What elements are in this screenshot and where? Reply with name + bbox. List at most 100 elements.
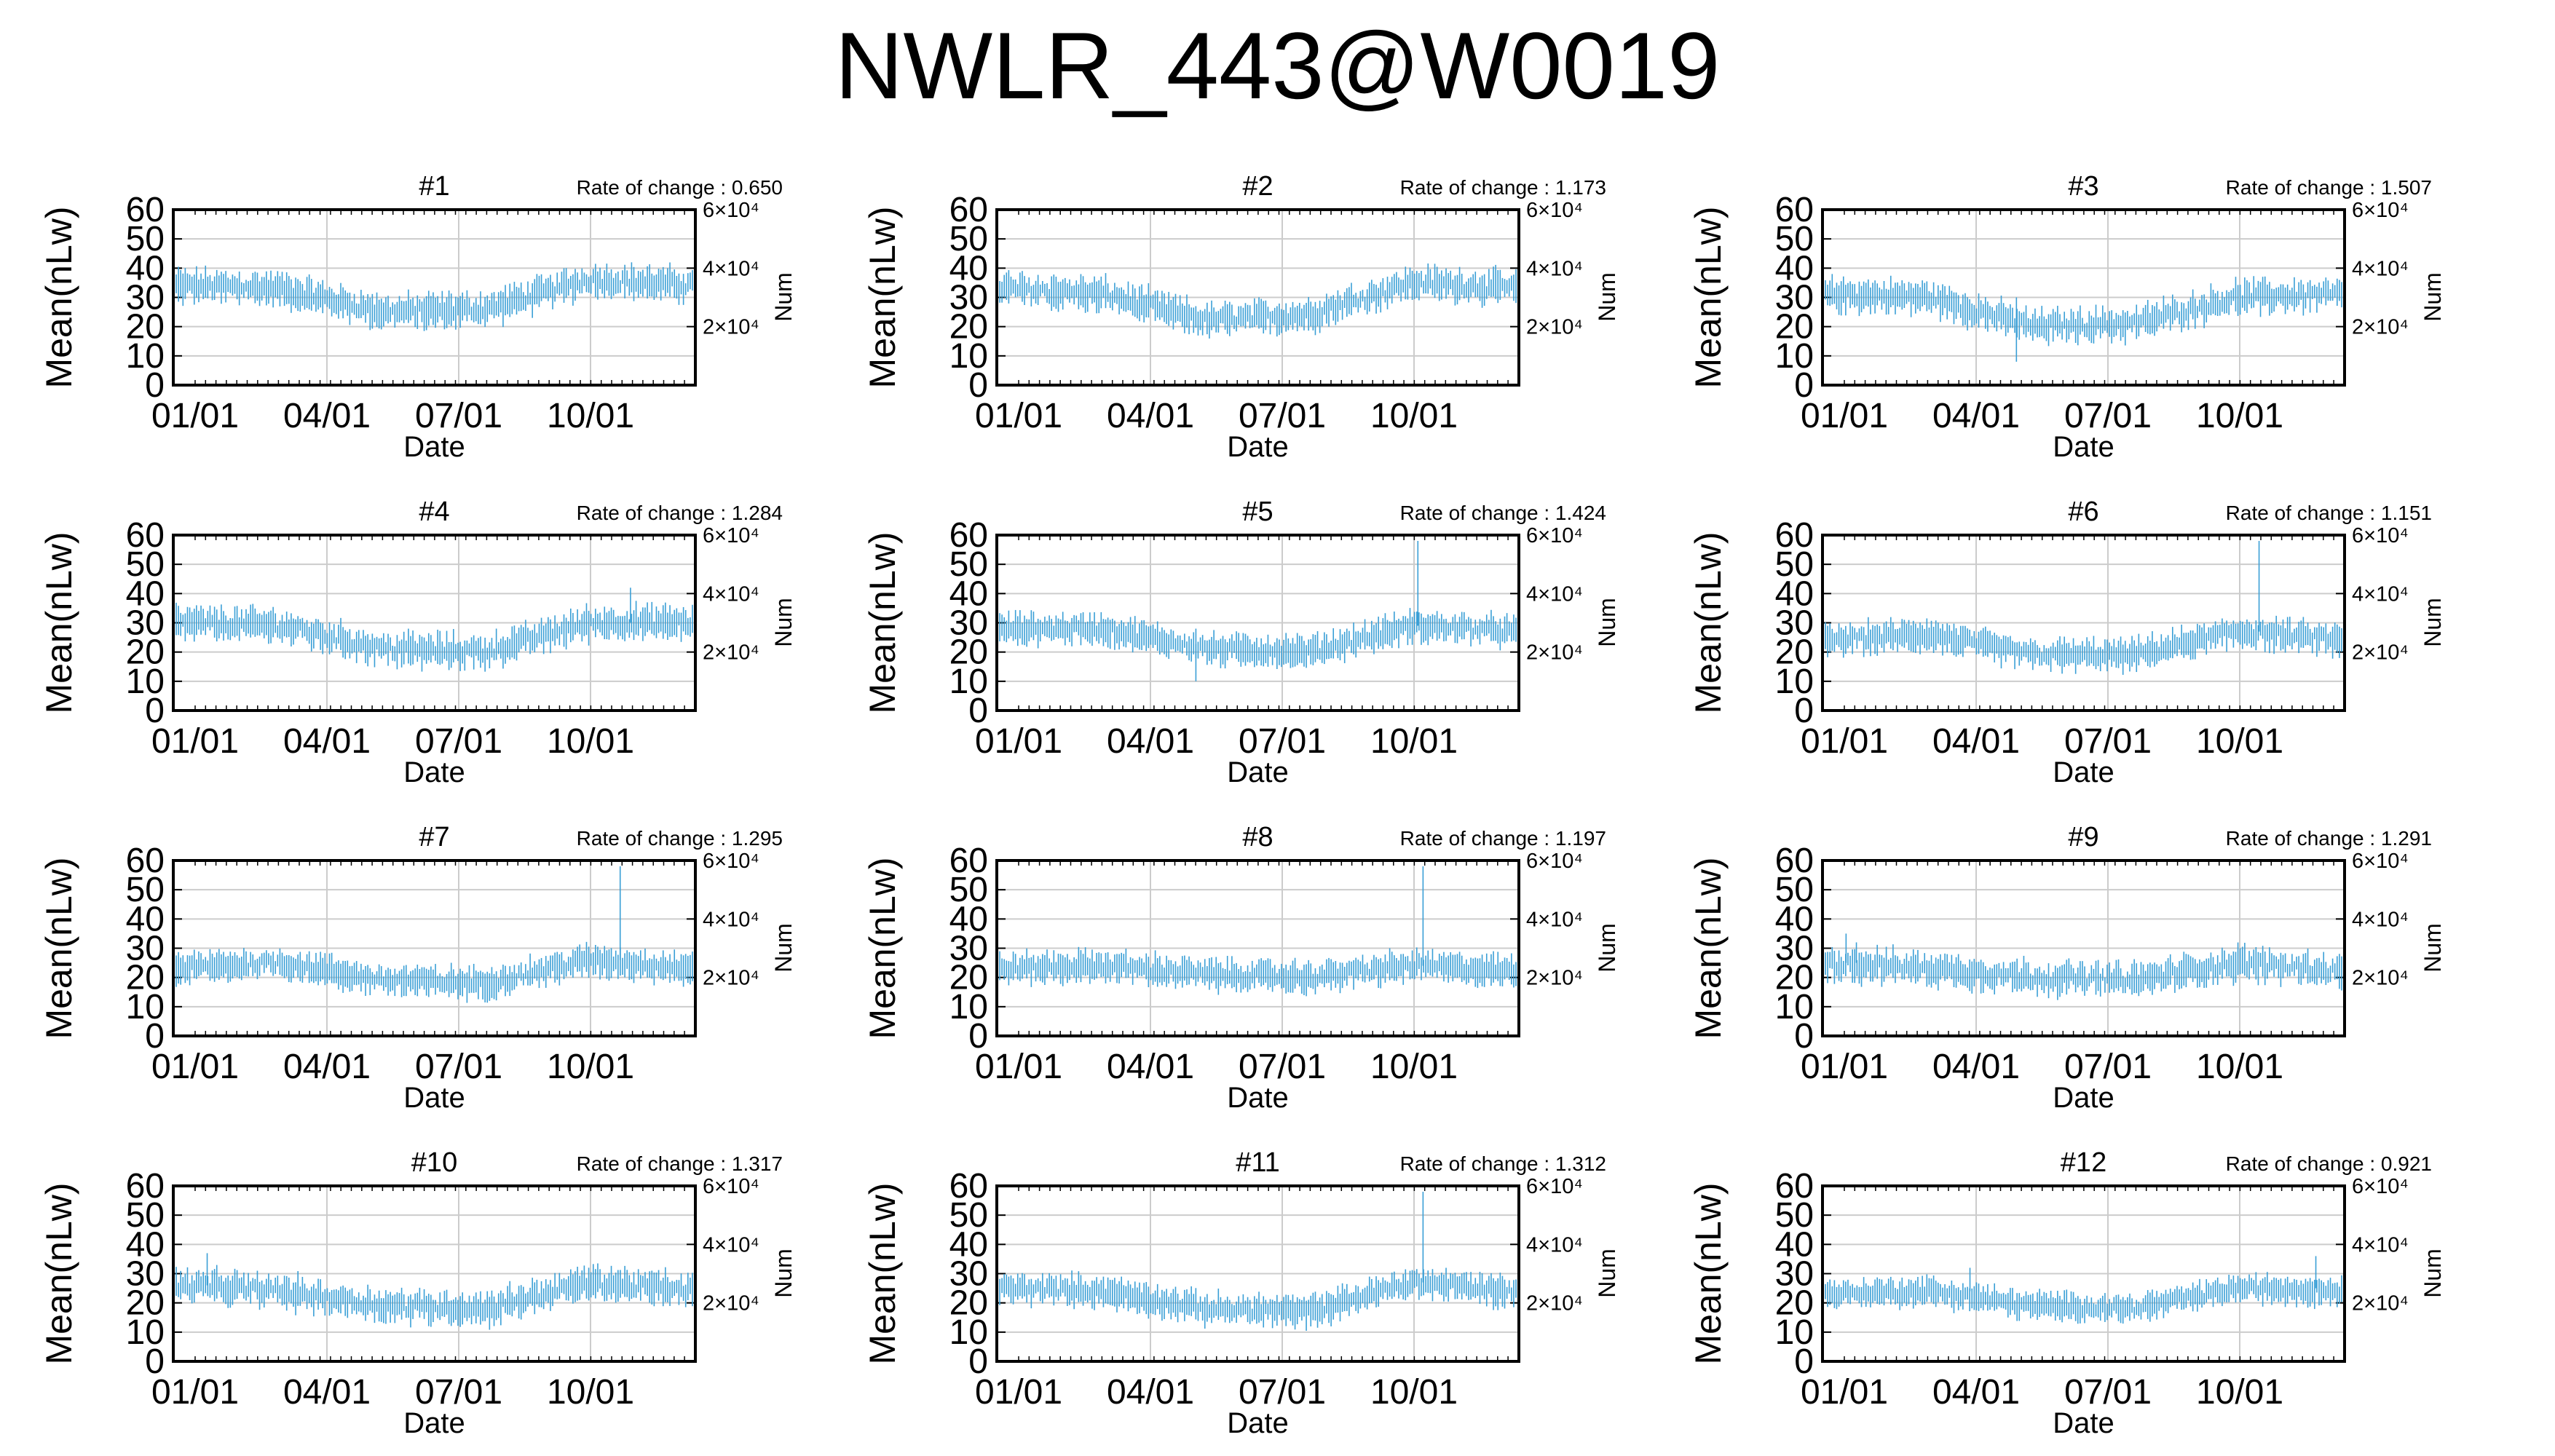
ytick-label: 50 <box>949 220 988 258</box>
y2tick-label: 6×10⁴ <box>2352 1175 2409 1198</box>
ytick-label: 60 <box>126 191 165 229</box>
xtick-label: 10/01 <box>2196 397 2283 435</box>
ytick-label: 40 <box>949 1225 988 1264</box>
plot-frame <box>995 208 1520 387</box>
y2-axis-label: Num <box>770 598 797 647</box>
ytick-label: 0 <box>1794 1017 1814 1056</box>
y-axis-label: Mean(nLw) <box>1688 1182 1729 1364</box>
xtick-label: 01/01 <box>151 1373 239 1412</box>
page-title: NWLR_443@W0019 <box>834 12 1721 119</box>
xtick-label: 10/01 <box>2196 1373 2283 1412</box>
subplot-title: #2 <box>1242 171 1273 202</box>
plot-frame <box>1821 534 2346 712</box>
x-axis-label: Date <box>403 1407 465 1439</box>
y2-axis-label: Num <box>2420 272 2446 322</box>
ytick-label: 60 <box>1775 842 1814 880</box>
y2tick-label: 4×10⁴ <box>703 908 759 931</box>
series-6 <box>1825 541 2342 675</box>
plot-frame <box>995 534 1520 712</box>
x-axis-label: Date <box>1227 756 1289 788</box>
ytick-label: 30 <box>949 930 988 968</box>
ytick-label: 10 <box>949 662 988 701</box>
ytick-label: 50 <box>126 545 165 584</box>
ytick-label: 40 <box>1775 900 1814 938</box>
xtick-label: 07/01 <box>1239 1048 1326 1086</box>
rate-of-change-label: Rate of change : 1.507 <box>2226 176 2432 199</box>
ytick-label: 20 <box>126 308 165 347</box>
y2tick-label: 4×10⁴ <box>1526 1233 1583 1257</box>
y2tick-label: 2×10⁴ <box>2352 967 2409 990</box>
plot-frame <box>172 534 697 712</box>
x-axis-label: Date <box>2053 431 2114 463</box>
y2tick-label: 6×10⁴ <box>2352 850 2409 873</box>
plot-frame <box>1821 208 2346 387</box>
xtick-label: 10/01 <box>1370 1373 1458 1412</box>
ytick-label: 60 <box>1775 191 1814 229</box>
xtick-label: 04/01 <box>1932 1373 2020 1412</box>
rate-of-change-label: Rate of change : 1.295 <box>577 827 783 850</box>
xtick-label: 01/01 <box>151 1048 239 1086</box>
ytick-label: 0 <box>968 366 988 405</box>
ytick-label: 60 <box>949 191 988 229</box>
subplot-title: #9 <box>2068 822 2098 852</box>
ytick-label: 50 <box>949 1196 988 1235</box>
ytick-label: 20 <box>949 308 988 347</box>
xtick-label: 04/01 <box>283 1048 371 1086</box>
y2tick-label: 4×10⁴ <box>1526 257 1583 280</box>
ytick-label: 40 <box>1775 574 1814 613</box>
ytick-label: 40 <box>1775 249 1814 288</box>
ytick-label: 50 <box>1775 871 1814 909</box>
y2tick-label: 4×10⁴ <box>703 257 759 280</box>
ytick-label: 30 <box>126 930 165 968</box>
ytick-label: 0 <box>968 1017 988 1056</box>
x-axis-label: Date <box>403 1082 465 1114</box>
y2tick-label: 2×10⁴ <box>2352 1292 2409 1315</box>
ytick-label: 40 <box>126 249 165 288</box>
xtick-label: 01/01 <box>151 722 239 761</box>
subplot-title: #7 <box>419 822 449 852</box>
ytick-label: 50 <box>949 545 988 584</box>
subplot-title: #11 <box>1236 1147 1280 1178</box>
xtick-label: 04/01 <box>1932 722 2020 761</box>
y2tick-label: 2×10⁴ <box>1526 967 1583 990</box>
y-axis-label: Mean(nLw) <box>862 1182 903 1364</box>
x-axis-label: Date <box>2053 756 2114 788</box>
rate-of-change-label: Rate of change : 1.424 <box>1400 502 1606 524</box>
y2tick-label: 4×10⁴ <box>1526 582 1583 606</box>
y2-axis-label: Num <box>1594 923 1620 973</box>
y-axis-label: Mean(nLw) <box>862 857 903 1039</box>
x-axis-label: Date <box>403 756 465 788</box>
y2-axis-label: Num <box>1594 1249 1620 1298</box>
rate-of-change-label: Rate of change : 0.650 <box>577 176 783 199</box>
series-3 <box>1825 274 2342 362</box>
ytick-label: 10 <box>1775 662 1814 701</box>
y-axis-label: Mean(nLw) <box>39 531 79 713</box>
y2tick-label: 2×10⁴ <box>2352 316 2409 339</box>
xtick-label: 10/01 <box>547 1048 634 1086</box>
y2tick-label: 2×10⁴ <box>703 967 759 990</box>
ytick-label: 30 <box>1775 930 1814 968</box>
ytick-label: 50 <box>949 871 988 909</box>
y-axis-label: Mean(nLw) <box>39 857 79 1039</box>
x-axis-label: Date <box>2053 1082 2114 1114</box>
xtick-label: 04/01 <box>1107 397 1194 435</box>
xtick-label: 01/01 <box>975 722 1062 761</box>
xtick-label: 01/01 <box>975 397 1062 435</box>
y2tick-label: 6×10⁴ <box>703 199 759 222</box>
subplot-title: #3 <box>2068 171 2098 202</box>
xtick-label: 07/01 <box>415 1373 502 1412</box>
rate-of-change-label: Rate of change : 1.284 <box>577 502 783 524</box>
xtick-label: 07/01 <box>1239 1373 1326 1412</box>
x-axis-label: Date <box>1227 1407 1289 1439</box>
y2tick-label: 4×10⁴ <box>2352 257 2409 280</box>
ytick-label: 0 <box>145 692 165 730</box>
y2-axis-label: Num <box>770 923 797 973</box>
y2tick-label: 6×10⁴ <box>1526 1175 1583 1198</box>
xtick-label: 07/01 <box>415 1048 502 1086</box>
y-axis-label: Mean(nLw) <box>39 206 79 388</box>
xtick-label: 01/01 <box>975 1048 1062 1086</box>
xtick-label: 01/01 <box>1801 397 1888 435</box>
y2-axis-label: Num <box>2420 1249 2446 1298</box>
